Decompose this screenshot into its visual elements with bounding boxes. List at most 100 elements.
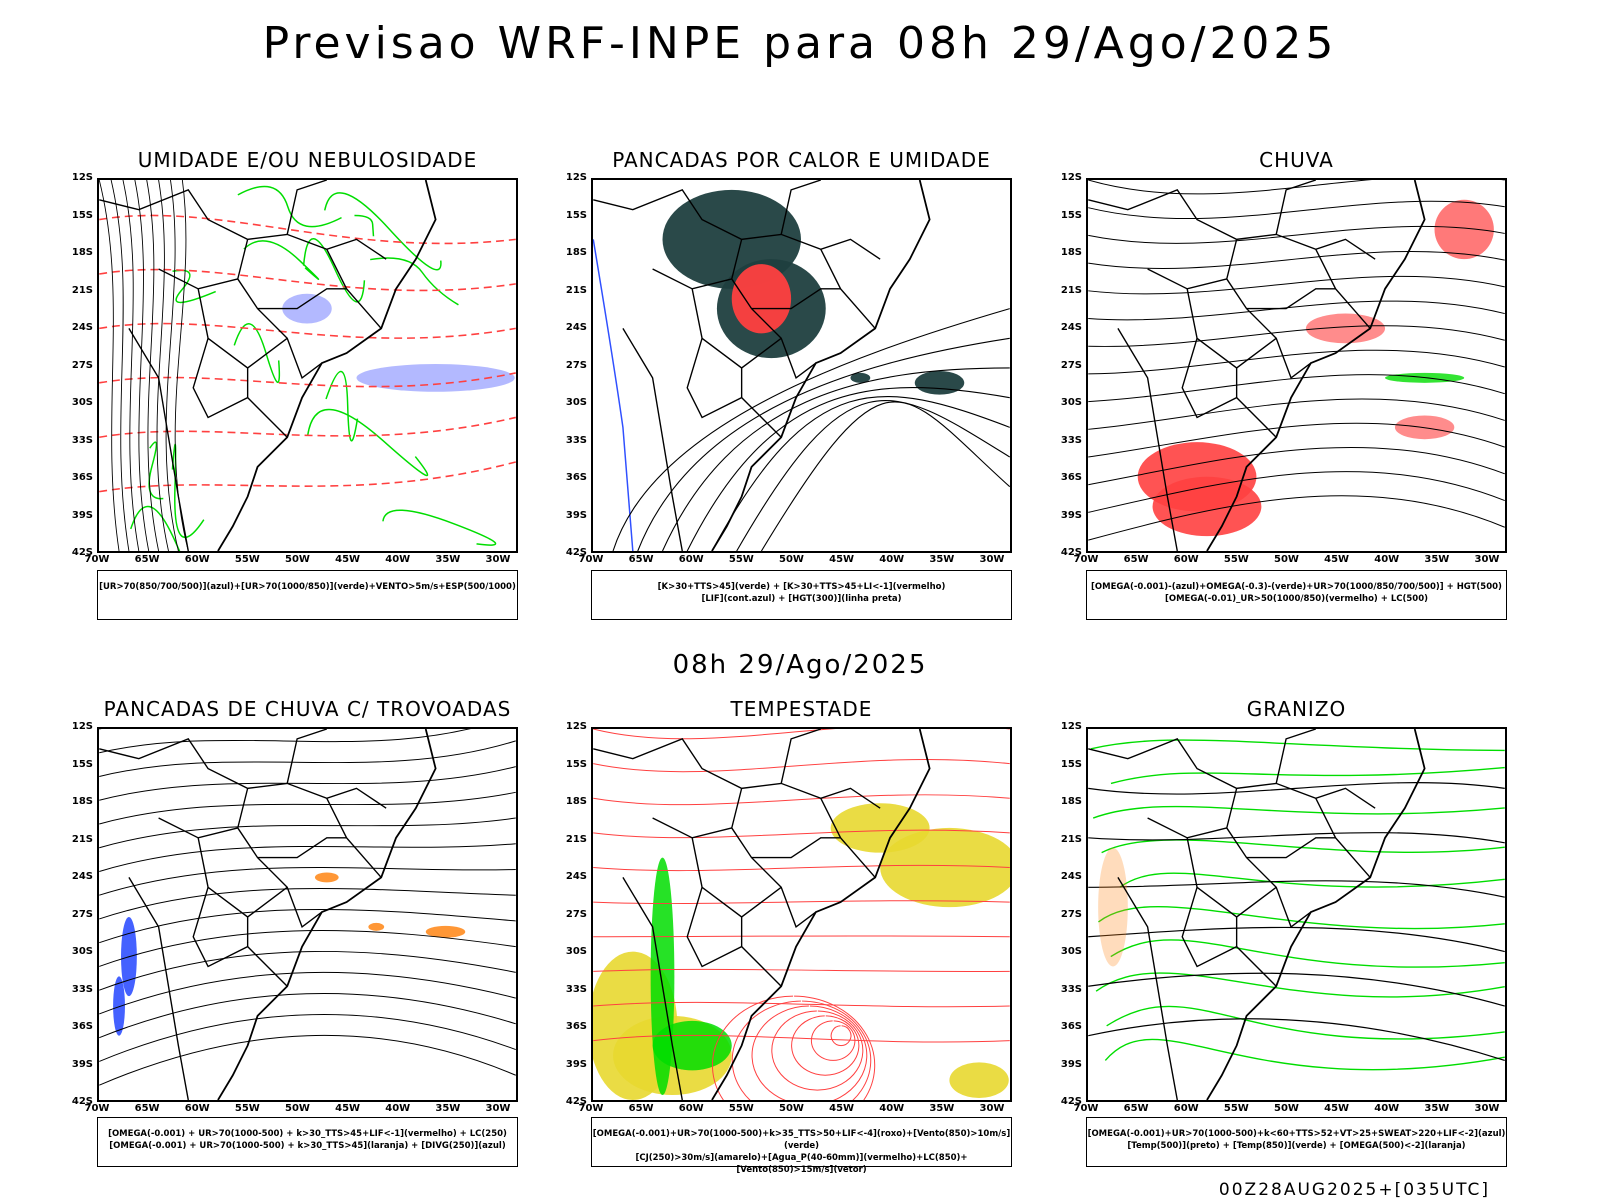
lat-tick-label: 18S (1060, 796, 1082, 807)
lon-tick-label: 50W (779, 1103, 804, 1114)
panel-legend: [OMEGA(-0.001)+UR>70(1000-500)+k<60+TTS>… (1086, 1117, 1507, 1167)
isoline (1088, 446, 1505, 486)
isoline (1088, 200, 1505, 220)
isoline (593, 794, 1010, 806)
isoline (99, 992, 516, 1039)
lon-tick-label: 55W (728, 554, 754, 565)
lon-tick-label: 30W (1474, 1103, 1500, 1114)
panel-title: CHUVA (1259, 148, 1334, 172)
isoline (593, 239, 634, 551)
isoline (307, 408, 429, 477)
isoline (99, 887, 516, 920)
map-plot (99, 180, 516, 551)
lat-tick-label: 24S (565, 322, 587, 333)
field-region (1394, 415, 1455, 440)
panel-title: GRANIZO (1246, 697, 1347, 721)
lat-tick-label: 24S (1060, 322, 1082, 333)
isoline (1090, 739, 1505, 752)
lat-tick-label: 33S (1060, 434, 1082, 446)
isoline (325, 370, 359, 442)
lat-tick-label: 15S (1060, 758, 1082, 770)
isoline (1088, 495, 1505, 541)
field-region (314, 872, 339, 883)
isoline (174, 180, 189, 551)
isoline (1088, 926, 1505, 953)
lat-tick-label: 33S (565, 983, 587, 995)
isoline (99, 817, 516, 849)
isoline (1088, 225, 1505, 244)
lat-tick-label: 27S (1060, 359, 1082, 371)
isoline (1088, 422, 1505, 458)
isoline (99, 729, 471, 754)
lat-tick-label: 42S (1060, 1096, 1082, 1107)
isoline (302, 238, 366, 303)
lon-tick-label: 65W (1123, 554, 1149, 565)
lat-tick-label: 30S (1060, 397, 1082, 408)
panel-legend: [OMEGA(-0.001) + UR>70(1000-500) + k>30_… (97, 1117, 518, 1167)
country-borders (1088, 180, 1426, 551)
lat-tick-label: 21S (71, 284, 93, 296)
lat-tick-label: 12S (71, 721, 93, 732)
run-info: 00Z28AUG2025+[035UTC] (1218, 1180, 1490, 1200)
lon-tick-label: 35W (1424, 554, 1450, 565)
lat-tick-label: 24S (71, 322, 93, 333)
lat-tick-label: 12S (71, 172, 93, 183)
isoline (99, 950, 516, 991)
panel-legend: [OMEGA(-0.001)+UR>70(1000-500)+k>35_TTS>… (591, 1117, 1012, 1175)
isoline (99, 929, 516, 967)
isoline (593, 935, 1010, 938)
lat-tick-label: 33S (1060, 983, 1082, 995)
map-plot (593, 729, 1010, 1100)
isoline (731, 1000, 872, 1100)
isoline (370, 257, 459, 306)
lon-tick-label: 60W (184, 1103, 210, 1114)
isoline (354, 214, 375, 237)
lat-tick-label: 36S (71, 472, 93, 483)
lat-tick-label: 39S (565, 1058, 587, 1070)
isoline (1088, 325, 1505, 347)
isoline (99, 866, 516, 896)
lat-tick-label: 18S (71, 247, 93, 258)
isoline (711, 395, 1010, 551)
isoline (99, 766, 516, 801)
lat-tick-label: 24S (1060, 871, 1082, 882)
lat-tick-label: 18S (71, 796, 93, 807)
isoline (662, 367, 1010, 551)
lon-tick-label: 30W (485, 1103, 511, 1114)
isoline (237, 185, 342, 228)
isoline (99, 372, 516, 388)
field-region (652, 1020, 732, 1071)
isoline (1088, 250, 1505, 269)
lat-tick-label: 12S (1060, 721, 1082, 732)
map-plot (593, 180, 1010, 551)
isoline (593, 1001, 1010, 1008)
page-title: Previsao WRF-INPE para 08h 29/Ago/2025 (262, 18, 1338, 69)
lon-tick-label: 30W (979, 554, 1005, 565)
isoline (165, 180, 179, 551)
lat-tick-label: 30S (71, 946, 93, 957)
lon-tick-label: 40W (385, 554, 411, 565)
lon-tick-label: 35W (1424, 1103, 1450, 1114)
lon-tick-label: 35W (929, 1103, 955, 1114)
isoline (1098, 905, 1505, 930)
lon-tick-label: 30W (1474, 554, 1500, 565)
isoline (1088, 349, 1505, 375)
isoline (1088, 398, 1505, 430)
lat-tick-label: 27S (71, 359, 93, 371)
lon-tick-label: 45W (1324, 554, 1350, 565)
lon-tick-label: 40W (385, 1103, 411, 1114)
lat-tick-label: 30S (565, 397, 587, 408)
isoline (99, 791, 516, 825)
lon-tick-label: 50W (1274, 1103, 1299, 1114)
lat-tick-label: 30S (1060, 946, 1082, 957)
isoline (134, 180, 150, 551)
lat-tick-label: 27S (1060, 908, 1082, 920)
isoline (323, 192, 442, 271)
lon-tick-label: 30W (979, 1103, 1005, 1114)
isoline (593, 829, 1010, 839)
isoline (1088, 471, 1505, 513)
isoline (1088, 880, 1505, 898)
lon-tick-label: 70W (84, 1103, 110, 1114)
isoline (736, 400, 1010, 551)
lon-tick-label: 70W (1073, 554, 1099, 565)
